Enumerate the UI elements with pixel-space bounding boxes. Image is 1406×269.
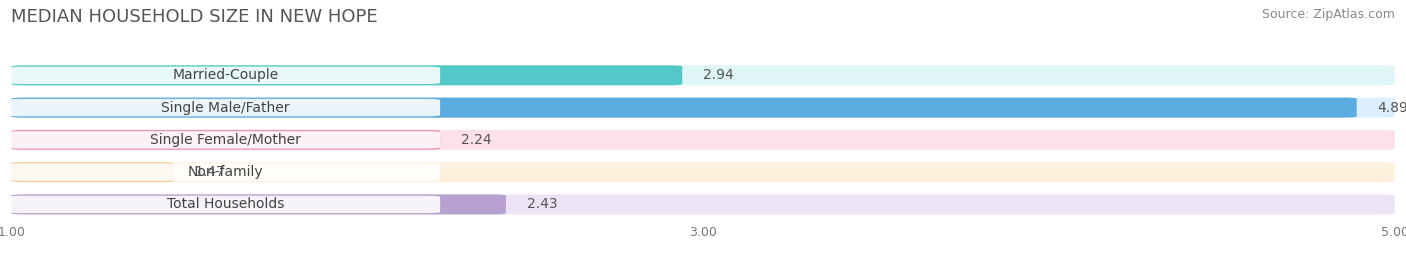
Text: Single Male/Father: Single Male/Father [162, 101, 290, 115]
Text: 2.94: 2.94 [703, 68, 734, 82]
FancyBboxPatch shape [11, 130, 440, 150]
FancyBboxPatch shape [8, 196, 440, 213]
FancyBboxPatch shape [11, 162, 174, 182]
FancyBboxPatch shape [11, 194, 506, 214]
Text: 2.24: 2.24 [461, 133, 492, 147]
Text: 4.89: 4.89 [1378, 101, 1406, 115]
FancyBboxPatch shape [8, 67, 440, 84]
Text: Single Female/Mother: Single Female/Mother [150, 133, 301, 147]
Text: Non-family: Non-family [188, 165, 263, 179]
FancyBboxPatch shape [11, 162, 1395, 182]
FancyBboxPatch shape [11, 194, 1395, 214]
FancyBboxPatch shape [11, 98, 1395, 118]
FancyBboxPatch shape [8, 99, 440, 116]
Text: 1.47: 1.47 [194, 165, 225, 179]
Text: Source: ZipAtlas.com: Source: ZipAtlas.com [1261, 8, 1395, 21]
FancyBboxPatch shape [11, 65, 1395, 85]
Text: Married-Couple: Married-Couple [173, 68, 278, 82]
FancyBboxPatch shape [11, 130, 1395, 150]
FancyBboxPatch shape [11, 98, 1357, 118]
FancyBboxPatch shape [11, 65, 682, 85]
Text: 2.43: 2.43 [527, 197, 557, 211]
FancyBboxPatch shape [8, 164, 440, 181]
Text: Total Households: Total Households [167, 197, 284, 211]
FancyBboxPatch shape [8, 131, 440, 148]
Text: MEDIAN HOUSEHOLD SIZE IN NEW HOPE: MEDIAN HOUSEHOLD SIZE IN NEW HOPE [11, 8, 378, 26]
